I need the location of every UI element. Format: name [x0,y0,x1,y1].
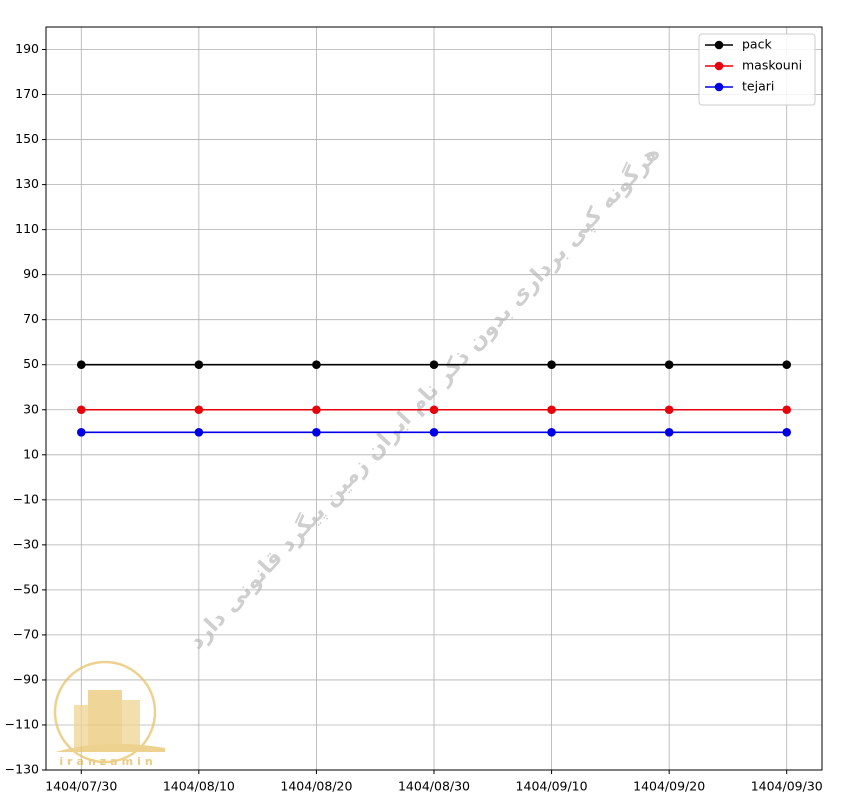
logo-building [122,700,140,748]
y-tick-label: −70 [13,626,39,641]
logo: iranzamin [53,660,165,768]
data-point [312,360,321,370]
logo-ring [53,660,157,764]
data-point [76,427,86,437]
y-tick-label: −10 [13,491,39,506]
data-point [782,427,792,437]
y-tick-label: 50 [23,356,39,371]
data-point [312,427,321,437]
logo-building [88,690,122,748]
legend-marker [714,61,724,71]
y-tick-label: 170 [15,86,39,101]
data-point [547,427,556,437]
y-tick-label: −50 [13,581,39,596]
legend-label: tejari [742,79,774,94]
y-tick-label: 190 [15,41,39,56]
data-point [782,360,792,370]
x-tick-label: 1404/08/20 [280,779,352,794]
x-tick-label: 1404/07/30 [45,779,117,794]
legend-marker [714,82,724,92]
x-tick-label: 1404/09/20 [633,779,705,794]
x-tick-label: 1404/09/30 [751,779,823,794]
y-tick-label: 110 [15,221,39,236]
logo-base [55,743,165,752]
y-tick-label: 70 [23,311,39,326]
data-point [429,405,439,415]
data-point [76,360,86,370]
data-point [664,360,674,370]
logo-text: iranzamin [59,755,156,768]
plot-frame [45,26,823,771]
legend-marker [714,40,724,50]
x-tick-label: 1404/08/10 [163,779,235,794]
data-point [194,405,204,415]
data-point [194,427,204,437]
y-tick-label: 90 [23,266,39,281]
x-tick-label: 1404/09/10 [516,779,588,794]
data-point [664,405,674,415]
y-tick-label: −30 [13,536,39,551]
y-tick-label: −110 [5,716,39,731]
data-point [547,405,556,415]
legend: pack maskouni tejari [698,33,816,106]
data-point [547,360,556,370]
legend-label: maskouni [742,58,802,73]
legend-label: pack [742,37,772,52]
logo-building [74,705,88,748]
data-point [194,360,204,370]
data-point [76,405,86,415]
y-tick-label: 150 [15,131,39,146]
data-point [664,427,674,437]
data-point [429,360,439,370]
x-tick-label: 1404/08/30 [398,779,470,794]
y-tick-label: −130 [5,762,39,777]
y-tick-label: 30 [23,401,39,416]
y-tick-label: 130 [15,176,39,191]
y-tick-label: 10 [23,446,39,461]
data-point [782,405,792,415]
data-point [429,427,439,437]
data-point [312,405,321,415]
y-tick-label: −90 [13,671,39,686]
